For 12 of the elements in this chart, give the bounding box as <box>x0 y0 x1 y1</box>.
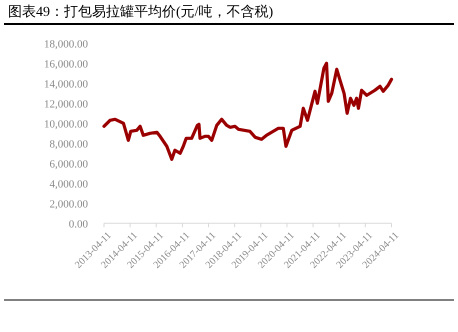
y-tick-label: 6,000.00 <box>50 158 88 170</box>
y-tick-label: 12,000.00 <box>44 98 88 110</box>
y-tick-label: 0.00 <box>68 218 88 230</box>
chart-title: 图表49：打包易拉罐平均价(元/吨，不含税) <box>8 4 274 20</box>
y-tick-label: 8,000.00 <box>50 138 88 150</box>
line-series <box>102 62 394 161</box>
y-tick-label: 14,000.00 <box>44 78 88 90</box>
y-tick-label: 4,000.00 <box>50 178 88 190</box>
y-tick-label: 10,000.00 <box>44 118 88 130</box>
y-tick-label: 16,000.00 <box>44 58 88 70</box>
y-tick-label: 2,000.00 <box>50 198 88 210</box>
y-tick-label: 18,000.00 <box>44 38 88 50</box>
